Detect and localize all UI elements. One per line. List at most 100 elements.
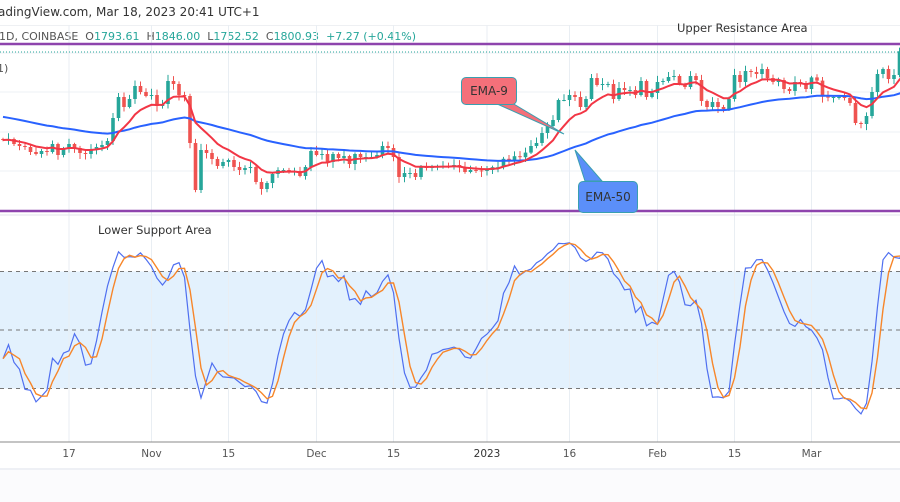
candle-body bbox=[820, 80, 825, 97]
candle-body bbox=[127, 99, 132, 107]
candle-body bbox=[507, 158, 511, 160]
ema50-line bbox=[2, 92, 900, 162]
candle-body bbox=[765, 69, 770, 78]
ema50-callout-pointer bbox=[574, 149, 604, 182]
lower-support-label: Lower Support Area bbox=[98, 223, 212, 237]
candle-body bbox=[529, 146, 533, 153]
candle-body bbox=[265, 183, 269, 189]
candle-body bbox=[39, 151, 44, 154]
candle-body bbox=[628, 90, 632, 91]
candle-body bbox=[727, 99, 731, 109]
footer-bar bbox=[0, 468, 900, 502]
x-tick-label: 15 bbox=[386, 448, 401, 460]
candle-body bbox=[210, 153, 214, 159]
candle-body bbox=[325, 154, 330, 162]
candle-body bbox=[419, 167, 423, 177]
candle-body bbox=[122, 97, 126, 107]
candle-body bbox=[584, 99, 588, 107]
candle-body bbox=[881, 69, 885, 74]
candle-body bbox=[842, 97, 847, 98]
candle-body bbox=[848, 98, 852, 103]
candle-body bbox=[837, 97, 841, 98]
candle-body bbox=[512, 156, 517, 160]
low-value: 1752.52 bbox=[213, 30, 259, 43]
candle-body bbox=[193, 143, 198, 190]
open-value: 1793.61 bbox=[93, 30, 140, 43]
candle-body bbox=[259, 182, 264, 189]
candle-body bbox=[732, 75, 737, 99]
candle-body bbox=[83, 153, 88, 154]
candle-body bbox=[622, 88, 627, 90]
candle-body bbox=[133, 86, 137, 99]
candle-body bbox=[402, 173, 407, 177]
candle-body bbox=[859, 123, 863, 124]
x-tick-label: Dec bbox=[306, 448, 327, 460]
x-tick-label: 17 bbox=[62, 448, 76, 460]
candle-body bbox=[72, 144, 77, 148]
candle-body bbox=[721, 107, 726, 109]
candle-body bbox=[892, 75, 896, 79]
candle-body bbox=[358, 154, 363, 157]
ema9-callout[interactable]: EMA-9 bbox=[461, 77, 517, 105]
candle-body bbox=[336, 154, 341, 158]
candle-body bbox=[710, 102, 715, 107]
candle-body bbox=[760, 69, 764, 74]
candle-body bbox=[738, 75, 742, 82]
x-tick-label: 2023 bbox=[473, 448, 501, 460]
candle-body bbox=[567, 95, 572, 100]
candle-body bbox=[644, 81, 649, 97]
x-tick-label: 15 bbox=[727, 448, 742, 460]
candle-body bbox=[314, 151, 319, 155]
candle-body bbox=[578, 97, 583, 107]
candle-body bbox=[298, 171, 302, 176]
candle-body bbox=[776, 80, 781, 82]
candle-body bbox=[408, 173, 412, 174]
candle-body bbox=[111, 118, 115, 141]
candle-body bbox=[787, 89, 792, 91]
high-value: 1846.00 bbox=[154, 30, 201, 43]
candle-body bbox=[479, 170, 484, 172]
candle-body bbox=[897, 51, 900, 75]
candle-body bbox=[875, 74, 880, 92]
candle-body bbox=[23, 146, 27, 147]
candle-body bbox=[793, 82, 797, 91]
candle-body bbox=[199, 150, 203, 190]
close-value: 1800.93 bbox=[273, 30, 320, 43]
x-tick-label: 16 bbox=[562, 448, 577, 460]
candle-body bbox=[545, 126, 550, 133]
candle-body bbox=[281, 170, 286, 171]
stoch-d-line bbox=[2, 242, 900, 410]
candle-body bbox=[650, 93, 654, 97]
candle-body bbox=[177, 84, 181, 95]
candle-body bbox=[78, 148, 82, 153]
candle-body bbox=[116, 97, 121, 118]
candle-body bbox=[699, 80, 704, 101]
candle-body bbox=[666, 77, 671, 81]
upper-resistance-label: Upper Resistance Area bbox=[677, 21, 808, 35]
candle-body bbox=[595, 78, 599, 85]
candle-body bbox=[826, 96, 830, 98]
candle-body bbox=[342, 156, 346, 158]
candle-body bbox=[149, 95, 154, 96]
candle-body bbox=[705, 101, 709, 107]
candle-body bbox=[551, 120, 555, 126]
candle-body bbox=[600, 84, 605, 85]
candle-body bbox=[886, 69, 891, 79]
candle-body bbox=[17, 144, 22, 146]
candle-body bbox=[166, 81, 170, 104]
candle-body bbox=[589, 78, 594, 99]
candle-body bbox=[61, 149, 66, 155]
candle-body bbox=[270, 174, 275, 183]
ema50-callout[interactable]: EMA-50 bbox=[578, 181, 638, 213]
candle-body bbox=[232, 160, 236, 167]
candle-body bbox=[67, 144, 71, 149]
candle-body bbox=[716, 102, 720, 107]
candle-body bbox=[523, 152, 528, 158]
candle-body bbox=[155, 95, 159, 106]
candle-body bbox=[226, 160, 231, 162]
x-tick-label: Nov bbox=[141, 448, 162, 460]
candle-body bbox=[375, 155, 379, 157]
candle-body bbox=[468, 170, 473, 172]
candle-body bbox=[204, 150, 209, 153]
chart-canvas[interactable] bbox=[0, 0, 900, 470]
